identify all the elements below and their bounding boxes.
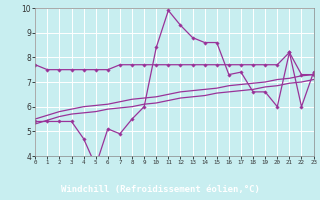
Text: Windchill (Refroidissement éolien,°C): Windchill (Refroidissement éolien,°C) xyxy=(60,185,260,194)
